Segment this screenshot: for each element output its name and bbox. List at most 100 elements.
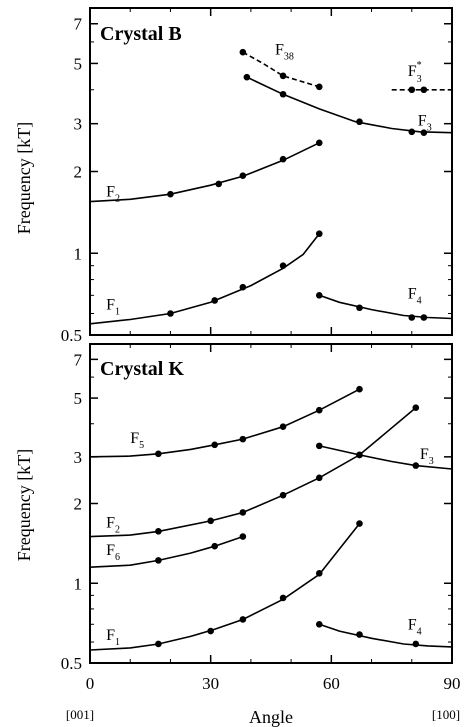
data-point [155,557,162,564]
data-point [239,172,247,180]
data-point [356,631,363,638]
y-axis-label: Frequency [kT] [14,449,34,561]
y-tick-label: 7 [74,350,83,369]
data-point [279,594,287,602]
data-point [315,620,323,628]
data-point [167,190,174,198]
data-point [215,180,223,188]
series-line-f6 [89,535,244,568]
data-point [207,627,214,635]
series-line-f2 [89,142,320,203]
data-point [412,404,420,411]
data-point [315,292,323,299]
data-point [356,520,363,527]
data-point [356,118,363,126]
series-line-f2 [89,407,417,538]
data-point [167,310,174,317]
data-point [211,441,218,449]
x-end-label-left: [001] [66,707,94,722]
data-point [211,542,218,550]
y-tick-label: 2 [74,495,83,514]
x-tick-label: 30 [202,674,219,693]
data-point [315,570,323,577]
y-tick-label: 3 [74,115,83,134]
data-point [243,73,251,81]
data-point [315,474,323,482]
data-point [408,128,416,136]
plot-frame [89,343,453,664]
data-point [239,48,247,56]
series-label: F1 [106,297,120,318]
y-tick-label: 5 [74,389,83,408]
data-point [279,90,287,98]
data-point [408,314,416,321]
data-point [412,640,420,648]
data-point [211,297,218,304]
data-point [239,616,247,623]
series-label: F38 [275,41,294,62]
data-point [420,314,428,321]
y-tick-label: 5 [74,54,83,73]
data-point [315,442,323,450]
series-label: F3 [420,446,434,467]
data-point [408,86,416,94]
data-point [279,491,287,499]
series-line-f4 [319,294,453,320]
data-point [315,83,323,91]
series-line-f38 [242,51,320,88]
data-point [155,528,162,535]
y-tick-label: 0.5 [61,654,82,673]
series-label: F1 [106,627,120,648]
series-line-f4 [319,623,453,648]
data-point [155,640,162,648]
x-tick-label: 90 [444,674,461,693]
y-tick-label: 2 [74,163,83,182]
data-point [279,423,287,430]
panel-title: Crystal B [100,23,182,45]
y-tick-label: 1 [74,574,83,593]
series-label: F4 [408,286,422,307]
panel-crystal-b: Crystal B Frequency [kT] 0.5 1 2 3 5 7 F1 F2 F38… [14,7,453,345]
data-point [356,304,363,312]
data-point [239,435,247,443]
data-point [155,450,162,458]
data-point [279,262,287,269]
data-point [279,72,287,80]
series-label: F* 3 [408,60,422,85]
data-point [315,230,323,238]
data-point [239,283,247,291]
series-label: F3 [418,113,432,134]
y-tick-label: 7 [74,15,83,34]
y-axis-label: Frequency [kT] [14,122,34,234]
data-point [207,517,214,525]
series-label: F2 [106,183,120,204]
data-point [239,533,247,540]
data-point [412,462,420,469]
series-label: F6 [106,542,120,563]
data-point [239,509,247,516]
data-point [420,129,428,136]
series-label: F4 [408,616,422,637]
y-tick-label: 1 [74,244,83,263]
y-tick-label: 0.5 [61,326,82,345]
x-end-label-right: [100] [432,707,460,722]
x-tick-label: 0 [86,674,95,693]
x-axis-label: Angle [249,707,293,727]
data-point [315,406,323,414]
series-label: F5 [130,430,144,451]
data-point [315,139,323,147]
x-tick-label: 60 [323,674,340,693]
series-line-f1 [89,523,361,651]
y-tick-label: 3 [74,448,83,467]
series-line-f3 [319,445,453,470]
panel-title: Crystal K [100,358,184,380]
data-point [356,451,363,459]
panel-crystal-k: Crystal K Frequency [kT] Angle [001] [10… [14,343,461,727]
series-label: F2 [106,515,120,536]
data-point [420,86,428,94]
series-line-f1 [89,233,320,325]
data-point [356,385,363,393]
plot-frame [89,7,453,336]
data-point [279,155,287,163]
